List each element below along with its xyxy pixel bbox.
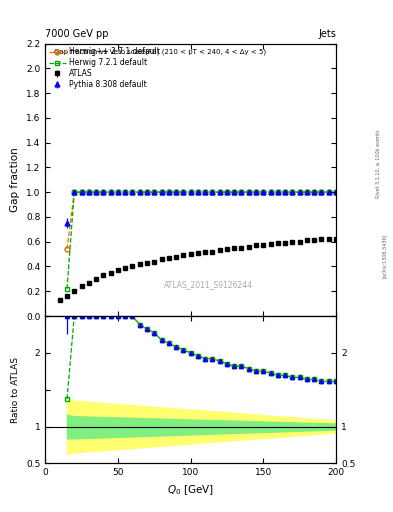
Text: 7000 GeV pp: 7000 GeV pp [45, 29, 109, 39]
Herwig++ 2.7.1 default [86, 189, 91, 195]
Herwig++ 2.7.1 default [217, 189, 222, 195]
Herwig++ 2.7.1 default [167, 189, 171, 195]
Herwig++ 2.7.1 default [116, 189, 120, 195]
Y-axis label: Ratio to ATLAS: Ratio to ATLAS [11, 357, 20, 423]
Herwig 7.2.1 default [283, 189, 288, 195]
Herwig 7.2.1 default [290, 189, 295, 195]
Herwig++ 2.7.1 default [326, 189, 331, 195]
Herwig 7.2.1 default [159, 189, 164, 195]
Line: Herwig 7.2.1 default: Herwig 7.2.1 default [64, 190, 338, 291]
Herwig 7.2.1 default [145, 189, 149, 195]
Herwig 7.2.1 default [138, 189, 142, 195]
Herwig++ 2.7.1 default [159, 189, 164, 195]
Herwig++ 2.7.1 default [174, 189, 178, 195]
Herwig++ 2.7.1 default [298, 189, 302, 195]
Herwig 7.2.1 default [181, 189, 186, 195]
Herwig 7.2.1 default [94, 189, 98, 195]
Herwig 7.2.1 default [108, 189, 113, 195]
Herwig++ 2.7.1 default [275, 189, 280, 195]
Herwig++ 2.7.1 default [283, 189, 288, 195]
Herwig 7.2.1 default [268, 189, 273, 195]
Herwig 7.2.1 default [319, 189, 324, 195]
Text: Rivet 3.1.10, ≥ 100k events: Rivet 3.1.10, ≥ 100k events [376, 130, 380, 198]
Herwig 7.2.1 default [123, 189, 128, 195]
Herwig 7.2.1 default [298, 189, 302, 195]
Herwig++ 2.7.1 default [196, 189, 200, 195]
Herwig++ 2.7.1 default [188, 189, 193, 195]
Herwig++ 2.7.1 default [312, 189, 317, 195]
Herwig 7.2.1 default [261, 189, 266, 195]
Herwig 7.2.1 default [254, 189, 259, 195]
X-axis label: $Q_0$ [GeV]: $Q_0$ [GeV] [167, 483, 214, 497]
Herwig++ 2.7.1 default [254, 189, 259, 195]
Herwig 7.2.1 default [334, 189, 338, 195]
Herwig 7.2.1 default [232, 189, 237, 195]
Herwig 7.2.1 default [275, 189, 280, 195]
Herwig 7.2.1 default [196, 189, 200, 195]
Herwig 7.2.1 default [167, 189, 171, 195]
Herwig 7.2.1 default [79, 189, 84, 195]
Herwig++ 2.7.1 default [94, 189, 98, 195]
Text: ATLAS_2011_S9126244: ATLAS_2011_S9126244 [163, 280, 253, 289]
Herwig++ 2.7.1 default [246, 189, 251, 195]
Herwig++ 2.7.1 default [79, 189, 84, 195]
Herwig 7.2.1 default [188, 189, 193, 195]
Herwig++ 2.7.1 default [123, 189, 128, 195]
Herwig 7.2.1 default [64, 286, 70, 292]
Y-axis label: Gap fraction: Gap fraction [10, 147, 20, 212]
Herwig++ 2.7.1 default [64, 246, 70, 252]
Herwig++ 2.7.1 default [72, 189, 77, 195]
Herwig 7.2.1 default [116, 189, 120, 195]
Herwig++ 2.7.1 default [101, 189, 106, 195]
Herwig++ 2.7.1 default [210, 189, 215, 195]
Herwig 7.2.1 default [305, 189, 309, 195]
Herwig 7.2.1 default [246, 189, 251, 195]
Herwig 7.2.1 default [217, 189, 222, 195]
Herwig 7.2.1 default [210, 189, 215, 195]
Herwig++ 2.7.1 default [108, 189, 113, 195]
Herwig++ 2.7.1 default [261, 189, 266, 195]
Herwig++ 2.7.1 default [239, 189, 244, 195]
Herwig++ 2.7.1 default [268, 189, 273, 195]
Herwig 7.2.1 default [72, 189, 77, 195]
Herwig++ 2.7.1 default [334, 189, 338, 195]
Text: Jets: Jets [318, 29, 336, 39]
Herwig 7.2.1 default [203, 189, 208, 195]
Herwig++ 2.7.1 default [130, 189, 135, 195]
Herwig 7.2.1 default [225, 189, 230, 195]
Line: Herwig++ 2.7.1 default: Herwig++ 2.7.1 default [64, 190, 338, 251]
Text: [arXiv:1306.3436]: [arXiv:1306.3436] [382, 234, 387, 278]
Herwig++ 2.7.1 default [145, 189, 149, 195]
Herwig++ 2.7.1 default [290, 189, 295, 195]
Herwig++ 2.7.1 default [225, 189, 230, 195]
Herwig++ 2.7.1 default [232, 189, 237, 195]
Herwig 7.2.1 default [174, 189, 178, 195]
Herwig++ 2.7.1 default [181, 189, 186, 195]
Herwig++ 2.7.1 default [138, 189, 142, 195]
Herwig 7.2.1 default [312, 189, 317, 195]
Herwig 7.2.1 default [239, 189, 244, 195]
Herwig 7.2.1 default [130, 189, 135, 195]
Herwig++ 2.7.1 default [203, 189, 208, 195]
Herwig 7.2.1 default [86, 189, 91, 195]
Herwig 7.2.1 default [101, 189, 106, 195]
Herwig 7.2.1 default [326, 189, 331, 195]
Herwig++ 2.7.1 default [305, 189, 309, 195]
Herwig++ 2.7.1 default [152, 189, 156, 195]
Text: Gap fraction vs Veto scale(FB) (210 < pT < 240, 4 < Δy < 5): Gap fraction vs Veto scale(FB) (210 < pT… [54, 49, 266, 55]
Legend: Herwig++ 2.7.1 default, Herwig 7.2.1 default, ATLAS, Pythia 8.308 default: Herwig++ 2.7.1 default, Herwig 7.2.1 def… [47, 45, 162, 91]
Herwig 7.2.1 default [152, 189, 156, 195]
Herwig++ 2.7.1 default [319, 189, 324, 195]
